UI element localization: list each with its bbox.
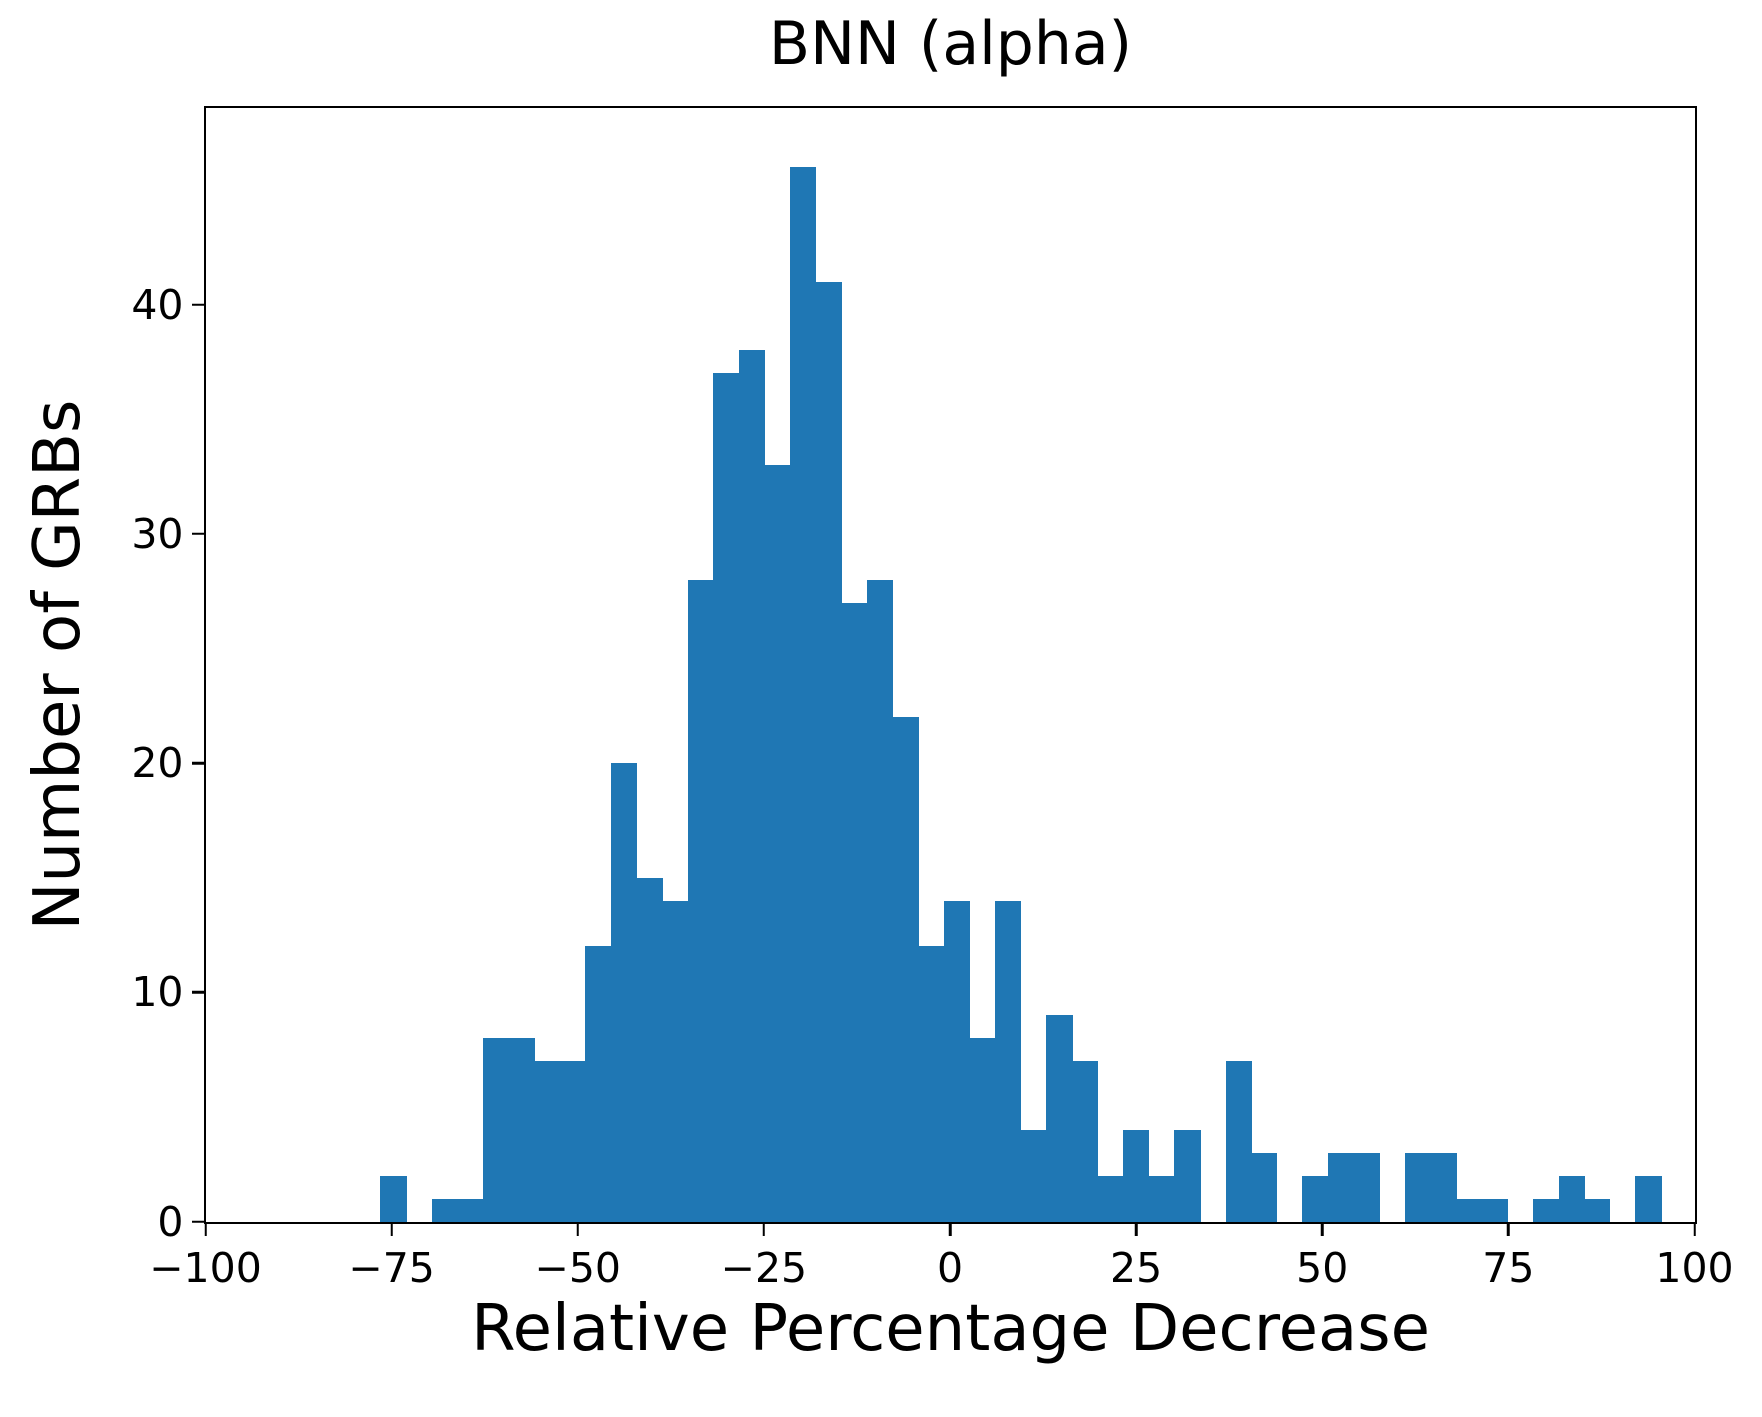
y-axis-label: Number of GRBs — [21, 399, 95, 931]
histogram-bar — [1123, 1129, 1150, 1222]
y-tick-mark — [191, 761, 206, 765]
histogram-bar — [1404, 1152, 1432, 1222]
histogram-bar — [1174, 1129, 1201, 1222]
x-tick-label: −100 — [149, 1243, 262, 1292]
x-tick-label: 75 — [1482, 1243, 1535, 1292]
histogram-bar — [1097, 1175, 1124, 1222]
chart-title: BNN (alpha) — [768, 9, 1133, 79]
histogram-bar — [662, 900, 689, 1222]
histogram-bar — [918, 946, 945, 1222]
histogram-bar — [1148, 1175, 1175, 1222]
x-tick-mark — [576, 1221, 579, 1236]
x-tick-mark — [1321, 1221, 1324, 1236]
x-tick-mark — [1507, 1221, 1510, 1236]
x-tick-mark — [1134, 1221, 1138, 1236]
histogram-bar — [508, 1038, 535, 1222]
histogram-bar — [1584, 1198, 1611, 1222]
x-axis-label: Relative Percentage Decrease — [471, 1292, 1430, 1366]
histogram-bar — [1635, 1175, 1662, 1222]
x-tick-mark — [762, 1221, 766, 1236]
histogram-bar — [1481, 1198, 1508, 1222]
histogram-bar — [1251, 1152, 1278, 1222]
histogram-bar — [790, 167, 817, 1222]
histogram-bar — [1071, 1061, 1099, 1222]
histogram-bar — [687, 579, 714, 1222]
histogram-bar — [764, 465, 791, 1222]
y-tick-label: 20 — [131, 739, 184, 788]
histogram-bar — [815, 281, 843, 1222]
y-tick-mark — [191, 532, 206, 536]
y-tick-label: 10 — [131, 968, 184, 1017]
histogram-bar — [1046, 1015, 1073, 1222]
y-tick-mark — [191, 991, 206, 994]
histogram-bar — [380, 1175, 407, 1222]
histogram-bar — [457, 1198, 484, 1222]
y-tick-mark — [191, 1220, 206, 1223]
histogram-bar — [892, 717, 919, 1222]
y-tick-mark — [191, 303, 206, 306]
histogram-bar — [713, 373, 740, 1222]
histogram-bar — [559, 1061, 586, 1222]
x-tick-label: 25 — [1110, 1243, 1163, 1292]
histogram-bar — [739, 350, 766, 1222]
x-tick-label: −50 — [534, 1243, 622, 1292]
histogram-bar — [969, 1038, 996, 1222]
x-tick-label: 50 — [1296, 1243, 1349, 1292]
histogram-bar — [1353, 1152, 1380, 1222]
histogram-bar — [1430, 1152, 1457, 1222]
y-tick-label: 0 — [157, 1197, 184, 1246]
x-tick-mark — [204, 1221, 207, 1236]
histogram-bar — [1225, 1061, 1252, 1222]
histogram-bar — [431, 1198, 458, 1222]
histogram-bar — [1020, 1129, 1047, 1222]
x-tick-mark — [948, 1221, 952, 1236]
histogram-bar — [1456, 1198, 1483, 1222]
histogram-bar — [1328, 1152, 1355, 1222]
y-tick-label: 30 — [131, 509, 184, 558]
x-tick-label: −75 — [348, 1243, 435, 1292]
histogram-bar — [943, 900, 971, 1222]
histogram-bar — [610, 763, 638, 1222]
histogram-bar — [995, 900, 1022, 1222]
histogram-bar — [585, 946, 612, 1222]
histogram-bar — [1558, 1175, 1585, 1222]
y-tick-label: 40 — [131, 280, 184, 329]
x-tick-mark — [390, 1221, 393, 1236]
x-tick-mark — [1693, 1221, 1696, 1236]
histogram-bar — [534, 1061, 561, 1222]
histogram-bar — [636, 877, 663, 1222]
x-tick-label: 0 — [936, 1243, 964, 1292]
histogram-bar — [482, 1038, 510, 1222]
histogram-bar — [1532, 1198, 1560, 1222]
x-tick-label: −25 — [720, 1243, 808, 1292]
x-tick-label: 100 — [1655, 1243, 1734, 1292]
histogram-bar — [867, 579, 894, 1222]
histogram-bar — [1302, 1175, 1329, 1222]
histogram-bar — [841, 602, 868, 1222]
plot-area: −100 −75 −50 −25 0 25 50 75 100 0 10 20 30 40 — [131, 105, 1734, 1292]
